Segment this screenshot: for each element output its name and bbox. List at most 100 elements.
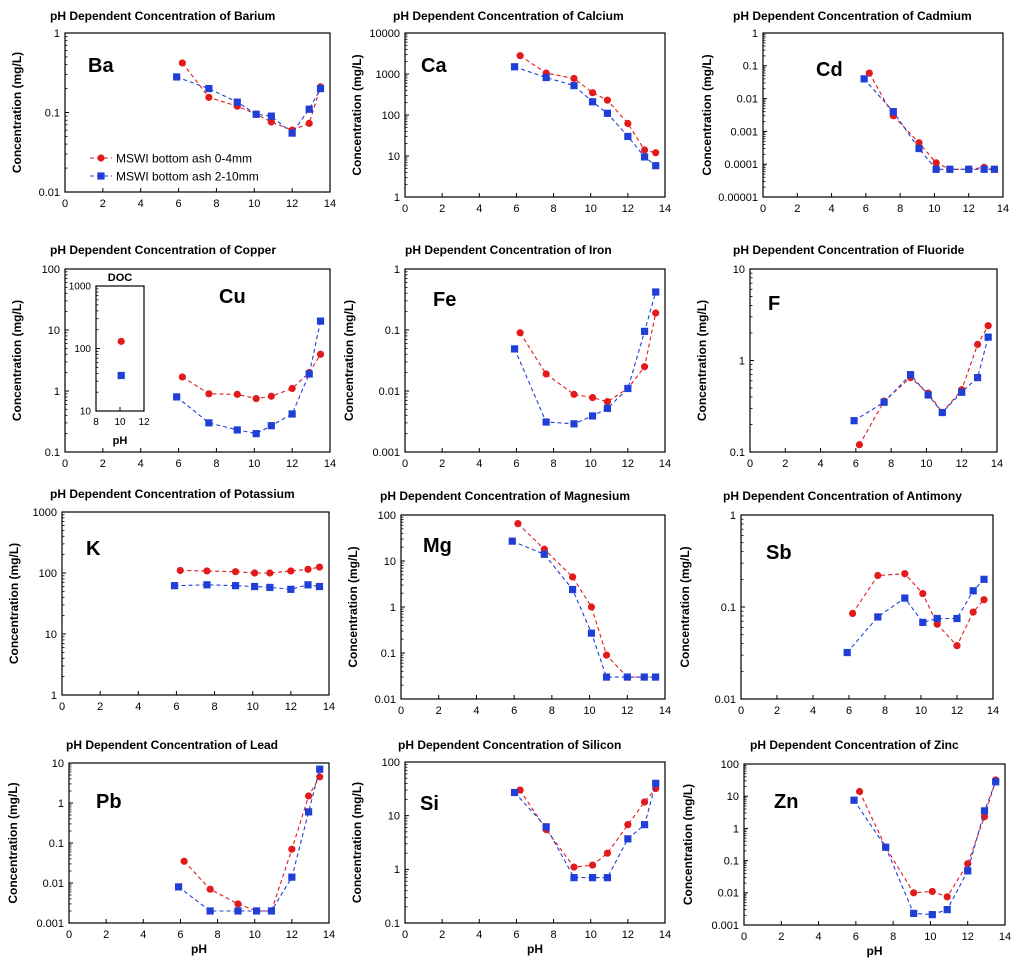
x-axis-label: pH: [527, 942, 543, 956]
series-line-1: [181, 62, 322, 131]
chart-title: pH Dependent Concentration of Zinc: [750, 738, 959, 752]
inset-title: DOC: [108, 272, 133, 284]
legend-marker: [97, 154, 105, 162]
chart-title: pH Dependent Concentration of Calcium: [393, 9, 624, 23]
series-line-2: [863, 78, 995, 170]
data-point-series-2: [305, 105, 313, 113]
data-point-series-1: [640, 363, 649, 371]
data-point-series-2: [170, 582, 179, 590]
x-tick-label: 10: [920, 458, 932, 470]
x-tick-label: 8: [551, 929, 557, 941]
series-line-1: [858, 325, 989, 446]
x-tick-label: 10: [249, 929, 261, 941]
series-line-2: [176, 76, 321, 134]
data-point-series-2: [305, 370, 313, 378]
y-tick-label: 100: [74, 344, 91, 355]
y-tick-label: 0.1: [381, 648, 396, 660]
x-tick-label: 2: [100, 458, 106, 470]
data-point-series-2: [233, 426, 241, 434]
series-line-1: [519, 312, 657, 403]
data-point-series-1: [969, 608, 977, 616]
data-point-series-2: [880, 398, 888, 406]
y-tick-label: 100: [39, 568, 57, 580]
plot-frame: [61, 511, 330, 696]
y-tick-label: 10: [45, 629, 57, 641]
data-point-series-1: [602, 651, 611, 659]
x-tick-label: 14: [659, 458, 671, 470]
series-line-2: [178, 769, 321, 912]
data-point-series-2: [508, 537, 516, 545]
y-tick-label: 1: [394, 192, 400, 204]
data-point-series-1: [305, 119, 313, 127]
y-tick-label: 0.01: [375, 694, 396, 706]
x-tick-label: 14: [659, 705, 671, 717]
data-point-series-1: [849, 609, 857, 618]
y-tick-label: 0.001: [730, 126, 758, 138]
x-tick-label: 6: [863, 203, 869, 215]
data-point-series-2: [651, 673, 660, 681]
x-tick-label: 0: [402, 458, 408, 470]
chart-panel-lead: pH Dependent Concentration of Lead0.0010…: [6, 738, 335, 956]
data-point-series-2: [850, 417, 858, 425]
chart-panel-silicon: pH Dependent Concentration of Silicon 0.1…: [350, 738, 671, 956]
data-point-series-2: [588, 98, 597, 106]
data-point-series-1: [252, 395, 260, 403]
data-point-series-2: [850, 796, 858, 804]
series-line-2: [853, 781, 997, 916]
data-point-series-1: [640, 798, 649, 806]
x-tick-label: 8: [551, 203, 557, 215]
x-tick-label: 8: [897, 203, 903, 215]
data-point-series-1: [652, 149, 660, 157]
x-tick-label: 2: [794, 203, 800, 215]
data-point-series-1: [933, 620, 941, 628]
plot-frame: [404, 268, 666, 453]
series-line-2: [174, 584, 320, 590]
y-tick-label: 0.1: [724, 855, 739, 867]
data-point-series-1: [234, 900, 242, 908]
y-tick-label: 1: [394, 864, 400, 876]
x-tick-label: 6: [513, 458, 519, 470]
data-point-series-2: [588, 412, 597, 420]
x-tick-label: 2: [778, 931, 784, 943]
y-tick-label: 1000: [33, 507, 57, 519]
data-point-series-1: [516, 786, 524, 794]
x-tick-label: 8: [888, 458, 894, 470]
chart-title: pH Dependent Concentration of Cadmium: [733, 9, 972, 23]
data-point-series-2: [288, 410, 296, 418]
x-tick-label: 0: [738, 705, 744, 717]
y-tick-label: 10: [727, 791, 739, 803]
data-point-series-2: [588, 874, 597, 882]
chart-title: pH Dependent Concentration of Silicon: [398, 738, 621, 752]
x-tick-label: 2: [439, 929, 445, 941]
series-line-1: [182, 354, 321, 400]
y-tick-label: 0.01: [39, 187, 60, 199]
element-symbol: Pb: [96, 791, 122, 813]
chart-panel-iron: pH Dependent Concentration of Iron0.0010…: [342, 243, 671, 470]
x-tick-label: 0: [741, 931, 747, 943]
x-tick-label: 14: [659, 203, 671, 215]
x-tick-label: 8: [882, 705, 888, 717]
data-point-series-1: [266, 569, 274, 577]
chart-title: pH Dependent Concentration of Fluoride: [733, 243, 965, 257]
data-point-series-1: [288, 384, 296, 393]
data-point-series-2: [288, 129, 296, 137]
y-tick-label: 0.0001: [724, 159, 758, 171]
y-tick-label: 1: [54, 386, 60, 398]
y-tick-label: 0.1: [385, 918, 400, 930]
x-tick-label: 10: [924, 931, 936, 943]
data-point-series-1: [267, 392, 275, 400]
x-tick-label: 6: [511, 705, 517, 717]
data-point-series-2: [587, 629, 596, 637]
series-line-1: [859, 779, 997, 898]
data-point-series-1: [288, 845, 296, 853]
data-point-series-2: [570, 874, 578, 882]
x-tick-label: 10: [114, 417, 126, 428]
x-tick-label: 14: [323, 701, 335, 713]
y-tick-label: 100: [382, 110, 400, 122]
x-tick-label: 4: [138, 458, 144, 470]
data-point-series-2: [267, 907, 276, 915]
data-point-series-2: [992, 778, 1000, 786]
data-point-series-2: [946, 165, 954, 173]
data-point-series-1: [624, 119, 632, 128]
data-point-series-2: [603, 874, 612, 882]
